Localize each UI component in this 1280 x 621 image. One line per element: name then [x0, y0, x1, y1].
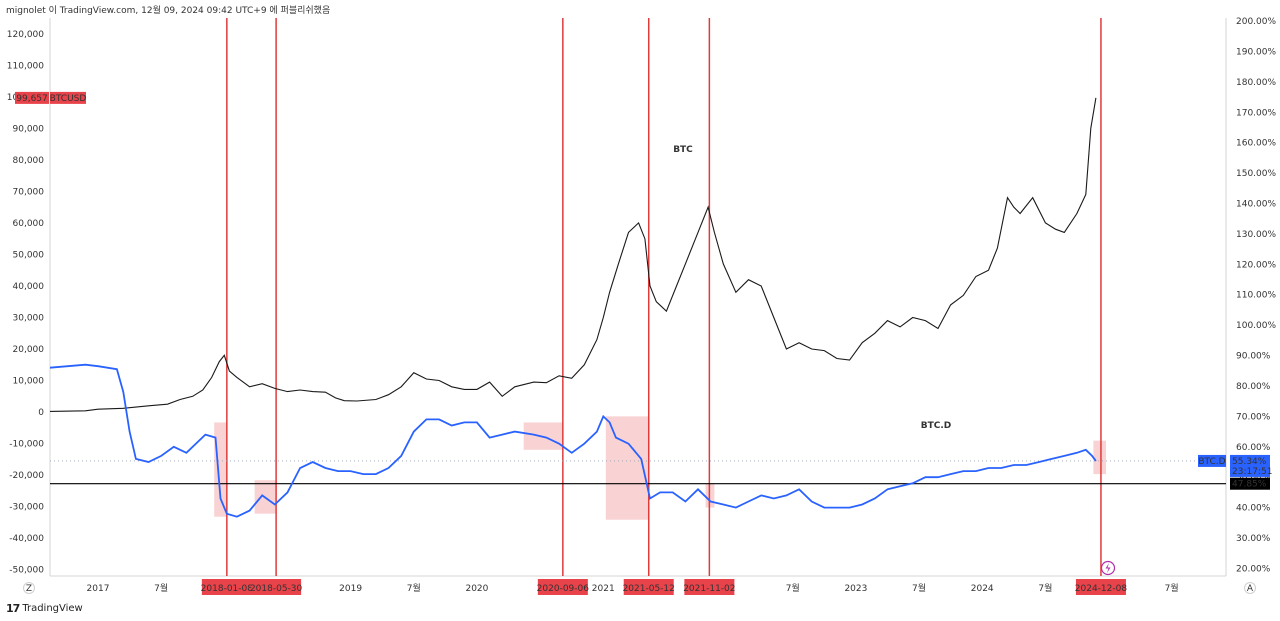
date-label-box-0 [201, 579, 252, 595]
right-axis-tick: 30.00% [1236, 534, 1271, 544]
btcd-last-value-label: 55.34% [1232, 457, 1267, 467]
btc-last-price-label: 99,657 [16, 94, 48, 104]
x-axis-tick: 2024 [971, 584, 994, 594]
left-axis-tick: -30,000 [9, 503, 44, 513]
x-axis-tick: 2021 [592, 584, 615, 594]
right-axis-tick: 170.00% [1236, 108, 1276, 118]
left-axis-tick: -20,000 [9, 471, 44, 481]
left-axis-corner-button[interactable] [23, 582, 35, 594]
date-label-0: 2018-01-08 [201, 584, 254, 594]
left-axis-tick: 10,000 [13, 377, 45, 387]
btc-last-price-box [15, 91, 49, 104]
right-axis-tick: 180.00% [1236, 78, 1276, 88]
right-axis-corner-button[interactable] [1244, 582, 1256, 594]
left-axis-tick: 80,000 [13, 156, 45, 166]
right-axis-tick: 120.00% [1236, 260, 1276, 270]
right-axis-tick: 160.00% [1236, 139, 1276, 149]
left-axis-tick: -50,000 [9, 566, 44, 576]
tradingview-footer: 17 TradingView [6, 602, 83, 615]
x-axis-tick: 7월 [786, 582, 800, 594]
right-axis-tick: 150.00% [1236, 169, 1276, 179]
date-label-3: 2021-05-12 [623, 584, 675, 594]
right-axis-tick: 90.00% [1236, 352, 1271, 362]
x-axis-tick: 2019 [339, 584, 362, 594]
left-axis-tick: 120,000 [7, 30, 44, 40]
x-axis-tick: 2023 [844, 584, 867, 594]
chart-header: mignolet 이 TradingView.com, 12월 09, 2024… [6, 6, 331, 16]
left-axis-tick: -10,000 [9, 440, 44, 450]
tradingview-logo-icon: 17 [6, 602, 20, 615]
right-axis-tick: 130.00% [1236, 230, 1276, 240]
left-axis-tick: 110,000 [7, 61, 44, 71]
btcd-last-value-box [1230, 454, 1270, 477]
left-axis-tick: 50,000 [13, 250, 45, 260]
btcd-annotation: BTC.D [921, 421, 952, 431]
left-axis-tick: 90,000 [13, 124, 45, 134]
left-axis-tick: 70,000 [13, 187, 45, 197]
date-label-box-2 [537, 579, 588, 595]
x-axis-tick: 7월 [154, 582, 168, 594]
date-label-box-3 [623, 579, 674, 595]
btc-symbol-box [50, 91, 86, 104]
left-axis-tick: 20,000 [13, 345, 45, 355]
right-axis-tick: 200.00% [1236, 17, 1276, 27]
shaded-range-3 [605, 416, 649, 520]
btcd-symbol-label: BTC.D [1198, 457, 1225, 467]
right-axis-tick: 60.00% [1236, 443, 1271, 453]
x-axis-tick: 7월 [407, 582, 421, 594]
date-label-1: 2018-05-30 [250, 584, 303, 594]
btc-dominance-line[interactable] [49, 363, 1097, 518]
reference-line-box [1230, 477, 1270, 490]
left-axis-tick: 60,000 [13, 219, 45, 229]
date-label-box-5 [1075, 579, 1126, 595]
right-axis-tick: 40.00% [1236, 504, 1271, 514]
tradingview-brand: TradingView [22, 603, 83, 614]
lightning-glyph-icon [1105, 563, 1111, 573]
date-label-box-1 [251, 579, 302, 595]
x-axis-tick: 7월 [1165, 582, 1179, 594]
date-label-5: 2024-12-08 [1075, 584, 1128, 594]
right-axis-tick: 110.00% [1236, 291, 1276, 301]
date-label-box-4 [684, 579, 735, 595]
btcd-countdown-label: 23:17:51 [1232, 467, 1272, 477]
right-axis-tick: 140.00% [1236, 199, 1276, 209]
right-axis-tick: 70.00% [1236, 412, 1271, 422]
btc-price-line[interactable] [49, 97, 1097, 412]
left-axis-tick: 0 [38, 408, 44, 418]
left-axis-tick: 40,000 [13, 282, 45, 292]
left-axis-corner-label: Z [26, 584, 32, 594]
right-axis-tick: 80.00% [1236, 382, 1271, 392]
left-axis-tick: 30,000 [13, 313, 45, 323]
x-axis-tick: 7월 [912, 582, 926, 594]
shaded-range-0 [214, 422, 227, 517]
x-axis-tick: 7월 [1038, 582, 1052, 594]
shaded-range-5 [1093, 440, 1106, 475]
right-axis-tick: 100.00% [1236, 321, 1276, 331]
x-axis-tick: 2020 [465, 584, 488, 594]
btc-annotation: BTC [673, 145, 693, 155]
left-axis-tick: -40,000 [9, 534, 44, 544]
x-axis-tick: 2017 [87, 584, 110, 594]
date-label-2: 2020-09-06 [537, 584, 590, 594]
btcd-symbol-box [1198, 454, 1226, 467]
reference-line-label: 47.85% [1232, 480, 1267, 490]
right-axis-corner-label: A [1247, 584, 1254, 594]
right-axis-tick: 190.00% [1236, 47, 1276, 57]
btc-symbol-label: BTCUSD [50, 94, 87, 104]
right-axis-tick: 20.00% [1236, 564, 1271, 574]
date-label-4: 2021-11-02 [683, 584, 735, 594]
